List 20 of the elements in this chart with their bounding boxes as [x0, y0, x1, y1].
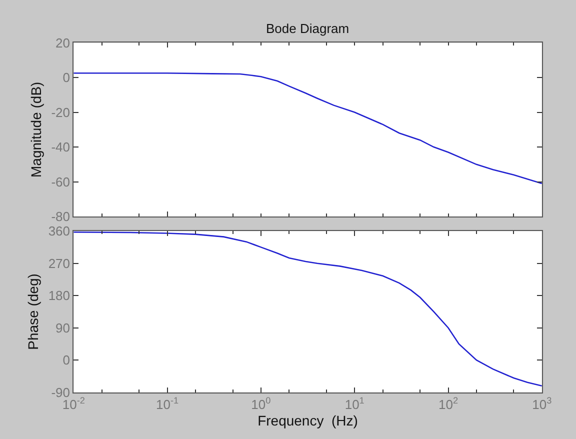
y-tick-label: 20 [56, 35, 70, 50]
y-tick-label: -20 [51, 104, 70, 120]
y-tick-label: 270 [48, 256, 70, 271]
x-tick-label: 10$^{0}$ [251, 396, 271, 412]
y-tick-label: -80 [51, 209, 70, 224]
x-tick-label: 10$^{-1}$ [156, 396, 179, 412]
y-tick-label: 90 [56, 320, 70, 336]
y-tick-label: -60 [51, 174, 70, 190]
y-tick-label: 0 [62, 352, 70, 368]
y-tick-label: 180 [48, 288, 70, 304]
x-tick-label: 10$^{1}$ [344, 396, 364, 412]
y-axis-title: Magnitude (dB) [28, 82, 44, 178]
x-tick-label: 10$^{3}$ [532, 396, 552, 412]
y-axis-title: Phase (deg) [24, 274, 41, 350]
x-tick-label: 10$^{2}$ [438, 396, 458, 412]
y-tick-label: 0 [62, 70, 70, 86]
x-axis-title: Frequency (Hz) [258, 412, 358, 428]
chart-title: Bode Diagram [266, 21, 350, 36]
y-tick-label: 360 [48, 224, 70, 239]
y-tick-label: -40 [51, 140, 70, 155]
